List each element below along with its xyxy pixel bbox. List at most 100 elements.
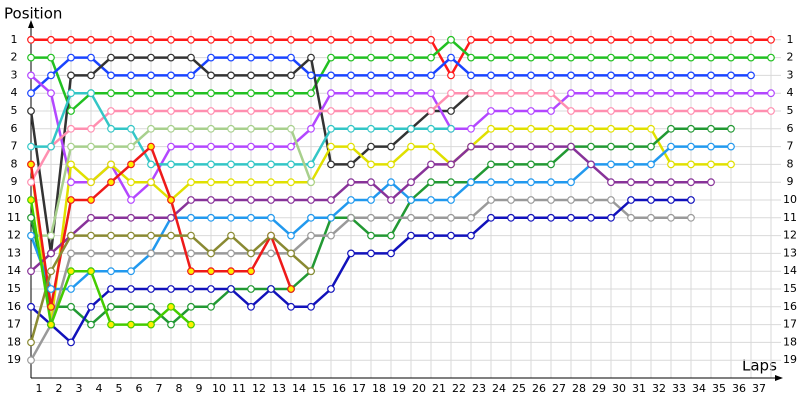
lap-marker	[687, 89, 695, 98]
lap-marker	[647, 71, 655, 80]
lap-marker	[767, 107, 775, 115]
lap-marker	[567, 71, 575, 80]
lap-marker	[427, 178, 435, 187]
lap-marker	[127, 231, 135, 240]
lap-marker	[187, 213, 195, 222]
lap-marker	[127, 196, 135, 204]
lap-marker	[267, 196, 275, 204]
lap-marker	[527, 89, 535, 98]
lap-marker	[127, 249, 135, 258]
lap-marker	[427, 107, 435, 115]
lap-marker	[347, 53, 355, 62]
lap-marker	[547, 196, 555, 204]
lap-marker	[427, 124, 435, 133]
lap-marker	[547, 107, 555, 115]
lap-marker	[307, 267, 315, 276]
lap-marker	[487, 35, 495, 44]
y-tick-label-right: 2	[787, 51, 794, 64]
lap-marker	[307, 302, 315, 311]
lap-marker	[87, 249, 95, 258]
lap-marker	[227, 124, 235, 133]
lap-marker	[627, 196, 635, 204]
lap-marker	[527, 196, 535, 204]
lap-marker	[27, 213, 35, 222]
lap-marker	[367, 249, 375, 258]
lap-marker	[167, 124, 175, 133]
lap-marker	[267, 213, 275, 222]
lap-marker	[687, 142, 695, 151]
lap-marker	[287, 89, 295, 98]
lap-marker	[427, 71, 435, 80]
lap-marker	[227, 53, 235, 62]
lap-marker	[67, 142, 75, 151]
x-tick-label: 9	[196, 382, 203, 395]
lap-marker	[407, 89, 415, 98]
lap-marker	[567, 53, 575, 62]
lap-marker	[147, 142, 155, 151]
lap-marker	[487, 160, 495, 169]
lap-marker	[727, 107, 735, 115]
lap-marker	[27, 71, 35, 80]
lap-marker	[247, 124, 255, 133]
lap-marker	[27, 142, 35, 151]
lap-marker	[347, 249, 355, 258]
lap-marker	[307, 213, 315, 222]
lap-marker	[287, 231, 295, 240]
y-tick-label: 17	[7, 318, 21, 331]
lap-marker	[227, 231, 235, 240]
y-tick-label: 9	[11, 175, 18, 188]
lap-marker	[147, 35, 155, 44]
lap-marker	[207, 213, 215, 222]
lap-marker	[147, 124, 155, 133]
lap-marker	[327, 107, 335, 115]
y-tick-label-right: 14	[783, 264, 797, 277]
lap-marker	[607, 124, 615, 133]
lap-marker	[107, 71, 115, 80]
lap-marker	[107, 249, 115, 258]
lap-marker	[507, 107, 515, 115]
y-tick-label: 3	[11, 68, 18, 81]
lap-marker	[247, 196, 255, 204]
lap-marker	[347, 107, 355, 115]
lap-marker	[207, 285, 215, 293]
lap-marker	[47, 231, 55, 240]
lap-marker	[367, 107, 375, 115]
lap-marker	[387, 160, 395, 169]
lap-marker	[367, 196, 375, 204]
lap-marker	[47, 53, 55, 62]
x-tick-label: 34	[692, 382, 706, 395]
lap-marker	[527, 124, 535, 133]
lap-marker	[407, 142, 415, 151]
lap-marker	[607, 71, 615, 80]
lap-marker	[27, 231, 35, 240]
y-tick-label-right: 6	[787, 122, 794, 135]
x-tick-label: 8	[176, 382, 183, 395]
lap-marker	[87, 267, 95, 276]
lap-marker	[607, 196, 615, 204]
lap-marker	[107, 231, 115, 240]
lap-marker	[247, 71, 255, 80]
lap-marker	[687, 53, 695, 62]
lap-marker	[147, 160, 155, 169]
lap-marker	[207, 53, 215, 62]
lap-marker	[387, 249, 395, 258]
lap-marker	[527, 213, 535, 222]
lap-marker	[407, 178, 415, 187]
lap-marker	[367, 178, 375, 187]
y-tick-label-right: 13	[783, 246, 797, 259]
lap-marker	[207, 71, 215, 80]
lap-marker	[547, 71, 555, 80]
lap-marker	[507, 213, 515, 222]
lap-marker	[467, 35, 475, 44]
series-layer	[27, 35, 775, 365]
lap-marker	[367, 142, 375, 151]
y-tick-label-right: 16	[783, 300, 797, 313]
lap-marker	[167, 213, 175, 222]
lap-marker	[167, 231, 175, 240]
lap-marker	[407, 53, 415, 62]
lap-marker	[167, 285, 175, 293]
lap-marker	[607, 142, 615, 151]
lap-marker	[47, 142, 55, 151]
lap-marker	[687, 35, 695, 44]
y-tick-label-right: 8	[787, 157, 794, 170]
